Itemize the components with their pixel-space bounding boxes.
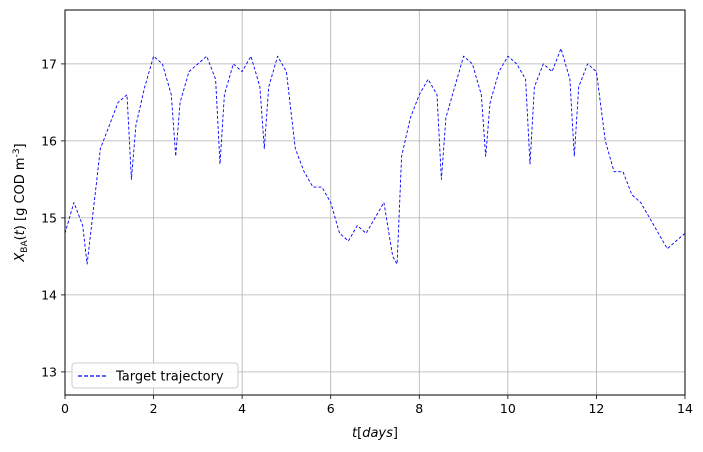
y-tick-label: 17 <box>41 56 57 71</box>
axis-ticks: 0 2 4 6 8 10 12 14 13 14 15 16 17 <box>41 56 693 416</box>
y-axis-label: XBA(t) [g COD m-3] <box>12 143 30 262</box>
legend-label-target-trajectory: Target trajectory <box>115 370 224 385</box>
y-tick-label: 15 <box>41 210 57 225</box>
x-tick-label: 4 <box>238 401 246 416</box>
x-tick-label: 2 <box>150 401 158 416</box>
grid <box>64 10 686 395</box>
plot-frame <box>64 9 686 396</box>
x-tick-label: 0 <box>61 401 69 416</box>
x-tick-label: 8 <box>415 401 423 416</box>
x-tick-label: 6 <box>327 401 335 416</box>
y-tick-label: 14 <box>41 287 57 302</box>
x-tick-label: 14 <box>677 401 693 416</box>
y-tick-label: 13 <box>41 364 57 379</box>
series-lines <box>64 48 686 265</box>
x-axis-label: t[days] <box>352 426 398 441</box>
legend-box <box>71 362 239 389</box>
x-tick-label: 10 <box>500 401 516 416</box>
x-tick-label: 12 <box>588 401 604 416</box>
series-line-target-trajectory <box>64 48 686 265</box>
y-tick-label: 16 <box>41 133 57 148</box>
legend: Target trajectory <box>71 362 239 389</box>
